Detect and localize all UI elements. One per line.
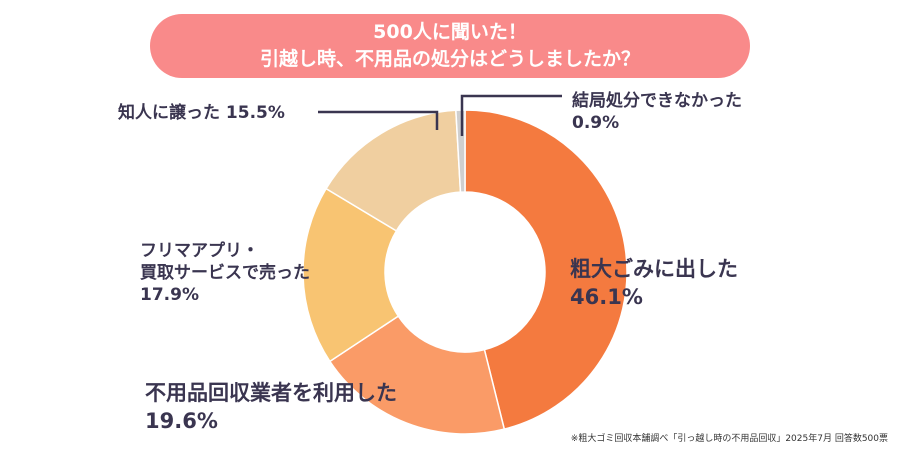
slice-label-sodai-value: 46.1%	[570, 285, 643, 309]
slice-label-dekinakatta: 結局処分できなかった 0.9%	[572, 90, 742, 134]
source-footnote: ※粗大ゴミ回収本舗調べ「引っ越し時の不用品回収」2025年7月 回答数500票	[570, 434, 888, 444]
chart-title-line2: 引越し時、不用品の処分はどうしましたか？	[259, 48, 640, 70]
leader-lines	[318, 94, 562, 136]
slice-label-furima-value: 17.9%	[140, 285, 199, 305]
slice-label-chijin-value: 15.5%	[225, 103, 285, 123]
slice-label-sodai: 粗大ごみに出した 46.1%	[570, 255, 738, 311]
leader-chijin	[318, 110, 439, 130]
chart-title-line1: 500人に聞いた！	[373, 21, 527, 43]
slice-label-chijin-name: 知人に譲った 15.5%	[118, 102, 285, 124]
slice-furima	[302, 187, 400, 363]
leader-dekinakatta	[460, 94, 562, 136]
slice-label-dekinakatta-value: 0.9%	[572, 113, 620, 133]
slice-label-sodai-name: 粗大ごみに出した	[570, 257, 738, 281]
donut-slices	[302, 109, 628, 435]
slice-label-furima-name1: フリマアプリ・	[140, 241, 259, 261]
slice-label-kaishu-name: 不用品回収業者を利用した	[145, 381, 397, 405]
chart-title: 500人に聞いた！ 引越し時、不用品の処分はどうしましたか？	[150, 14, 750, 78]
slice-label-kaishu-value: 19.6%	[145, 409, 218, 433]
slice-kaishu	[328, 315, 506, 435]
slice-label-furima-name2: 買取サービスで売った	[140, 263, 310, 283]
slice-label-furima: フリマアプリ・ 買取サービスで売った 17.9%	[140, 240, 310, 306]
slice-label-chijin: 知人に譲った 15.5%	[118, 102, 285, 124]
slice-sodai	[464, 109, 628, 431]
slice-label-chijin-text: 知人に譲った	[118, 103, 220, 123]
slice-label-kaishu: 不用品回収業者を利用した 19.6%	[145, 379, 397, 435]
slice-label-dekinakatta-name: 結局処分できなかった	[572, 91, 742, 111]
